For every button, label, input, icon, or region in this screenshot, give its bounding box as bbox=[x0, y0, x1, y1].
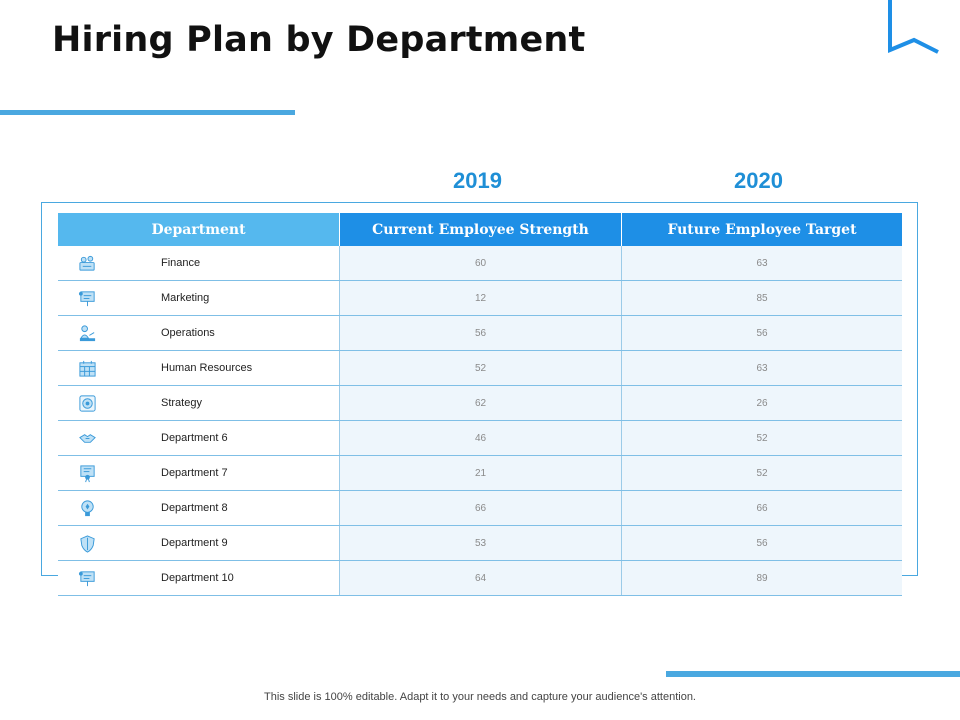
current-strength-cell: 52 bbox=[339, 350, 622, 386]
slide-title: Hiring Plan by Department bbox=[52, 20, 586, 60]
department-name: Department 8 bbox=[161, 502, 228, 514]
department-name: Human Resources bbox=[161, 362, 253, 374]
table-row: Department 7 21 52 bbox=[58, 455, 902, 491]
presentation-board-icon bbox=[78, 571, 95, 587]
department-cell: Department 9 bbox=[58, 525, 340, 561]
future-target-cell: 52 bbox=[621, 420, 902, 456]
department-cell: Operations bbox=[58, 315, 340, 351]
year-label-2020: 2020 bbox=[734, 168, 783, 193]
future-target-cell: 26 bbox=[621, 385, 902, 421]
future-target-cell: 89 bbox=[621, 560, 902, 596]
current-strength-cell: 66 bbox=[339, 490, 622, 526]
hiring-table: Department Current Employee Strength Fut… bbox=[58, 213, 902, 596]
table-row: Operations 56 56 bbox=[58, 315, 902, 351]
title-underline bbox=[0, 110, 295, 115]
current-strength-cell: 56 bbox=[339, 315, 622, 351]
department-name: Department 9 bbox=[161, 537, 228, 549]
future-target-cell: 85 bbox=[621, 280, 902, 316]
department-name: Finance bbox=[161, 257, 201, 269]
table-header-row: Department Current Employee Strength Fut… bbox=[58, 213, 902, 246]
shield-icon bbox=[80, 535, 95, 553]
department-cell: Department 8 bbox=[58, 490, 340, 526]
department-name: Strategy bbox=[161, 397, 202, 409]
current-strength-cell: 62 bbox=[339, 385, 622, 421]
table-row: Strategy 62 26 bbox=[58, 385, 902, 421]
certificate-icon bbox=[80, 465, 95, 483]
year-label-2019: 2019 bbox=[453, 168, 502, 193]
bottom-accent-bar bbox=[666, 671, 960, 677]
department-name: Marketing bbox=[161, 292, 210, 304]
table-row: Marketing 12 85 bbox=[58, 280, 902, 316]
current-strength-cell: 12 bbox=[339, 280, 622, 316]
table-row: Department 9 53 56 bbox=[58, 525, 902, 561]
department-cell: Finance bbox=[58, 246, 340, 281]
future-target-cell: 52 bbox=[621, 455, 902, 491]
future-target-cell: 63 bbox=[621, 350, 902, 386]
table-row: Department 6 46 52 bbox=[58, 420, 902, 456]
department-cell: Marketing bbox=[58, 280, 340, 316]
bookmark-icon bbox=[888, 0, 939, 54]
handshake-icon bbox=[79, 434, 96, 443]
table-row: Human Resources 52 63 bbox=[58, 350, 902, 386]
department-name: Operations bbox=[161, 327, 215, 339]
current-strength-cell: 21 bbox=[339, 455, 622, 491]
presentation-board-icon bbox=[78, 291, 95, 307]
calendar-grid-icon bbox=[79, 360, 96, 377]
current-strength-cell: 53 bbox=[339, 525, 622, 561]
table-row: Finance 60 63 bbox=[58, 246, 902, 281]
department-cell: Strategy bbox=[58, 385, 340, 421]
target-gear-icon bbox=[79, 395, 96, 412]
future-target-cell: 66 bbox=[621, 490, 902, 526]
department-cell: Department 6 bbox=[58, 420, 340, 456]
money-bag-icon bbox=[79, 255, 95, 271]
lightbulb-icon bbox=[81, 500, 94, 517]
department-name: Department 6 bbox=[161, 432, 228, 444]
department-cell: Human Resources bbox=[58, 350, 340, 386]
header-current-strength: Current Employee Strength bbox=[339, 213, 622, 246]
table-row: Department 10 64 89 bbox=[58, 560, 902, 596]
header-future-target: Future Employee Target bbox=[621, 213, 902, 246]
current-strength-cell: 64 bbox=[339, 560, 622, 596]
table-row: Department 8 66 66 bbox=[58, 490, 902, 526]
footer-note: This slide is 100% editable. Adapt it to… bbox=[264, 691, 696, 703]
department-name: Department 7 bbox=[161, 467, 228, 479]
future-target-cell: 56 bbox=[621, 525, 902, 561]
worker-desk-icon bbox=[79, 325, 96, 342]
current-strength-cell: 46 bbox=[339, 420, 622, 456]
current-strength-cell: 60 bbox=[339, 246, 622, 281]
future-target-cell: 56 bbox=[621, 315, 902, 351]
department-cell: Department 10 bbox=[58, 560, 340, 596]
department-name: Department 10 bbox=[161, 572, 234, 584]
department-cell: Department 7 bbox=[58, 455, 340, 491]
future-target-cell: 63 bbox=[621, 246, 902, 281]
header-department: Department bbox=[58, 213, 340, 246]
